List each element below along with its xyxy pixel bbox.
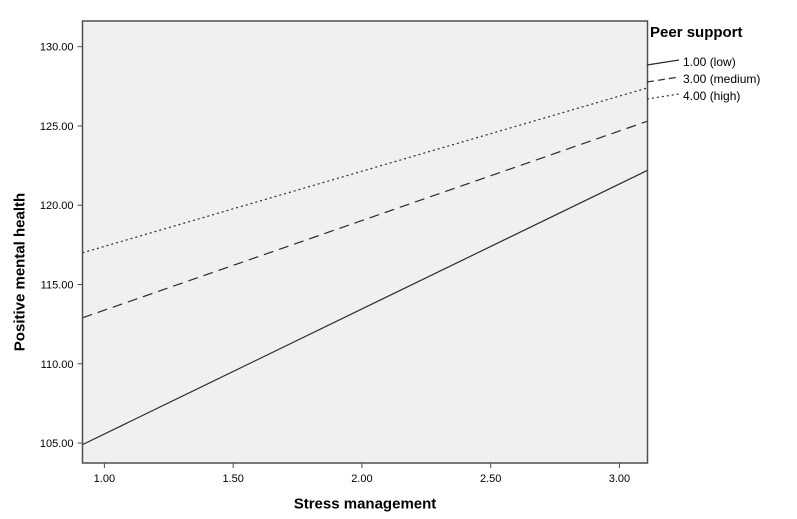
series-line-dotted (82, 87, 648, 254)
legend-swatch-solid (646, 58, 680, 66)
legend: Peer support 1.00 (low) 3.00 (medium) 4.00… (646, 24, 795, 104)
legend-items: 1.00 (low) 3.00 (medium) 4.00 (high) (646, 53, 795, 104)
x-tick-label: 1.50 (222, 473, 243, 485)
x-tick-label: 3.00 (609, 473, 630, 485)
legend-item-label: 4.00 (high) (683, 88, 741, 103)
legend-swatch-line (646, 75, 680, 83)
x-tick-label: 1.00 (94, 473, 115, 485)
series-line-dashed (82, 120, 648, 319)
legend-item: 4.00 (high) (646, 87, 795, 104)
y-tick-label: 125.00 (40, 121, 74, 133)
plot-border (81, 20, 649, 464)
x-axis-title: Stress management (293, 495, 437, 513)
legend-swatch-line (646, 58, 680, 66)
legend-swatch-line (646, 92, 680, 100)
x-tick-label: 2.50 (480, 473, 501, 485)
legend-swatch-dotted (646, 92, 680, 100)
x-tick-label: 2.00 (351, 473, 372, 485)
y-tick-label: 115.00 (41, 279, 74, 291)
legend-item: 1.00 (low) (646, 53, 795, 70)
legend-item: 3.00 (medium) (646, 70, 795, 87)
plot-background (82, 21, 648, 463)
y-tick-label: 120.00 (40, 200, 74, 212)
legend-title: Peer support (650, 24, 743, 41)
legend-item-label: 1.00 (low) (683, 54, 736, 69)
legend-item-label: 3.00 (medium) (683, 71, 761, 86)
series-line-solid (82, 169, 648, 446)
y-tick-label: 110.00 (41, 359, 74, 371)
y-tick-label: 130.00 (40, 42, 74, 54)
y-tick-label: 105.00 (40, 438, 74, 450)
y-axis-title: Positive mental health (11, 192, 29, 352)
legend-swatch-dashed (646, 75, 680, 83)
